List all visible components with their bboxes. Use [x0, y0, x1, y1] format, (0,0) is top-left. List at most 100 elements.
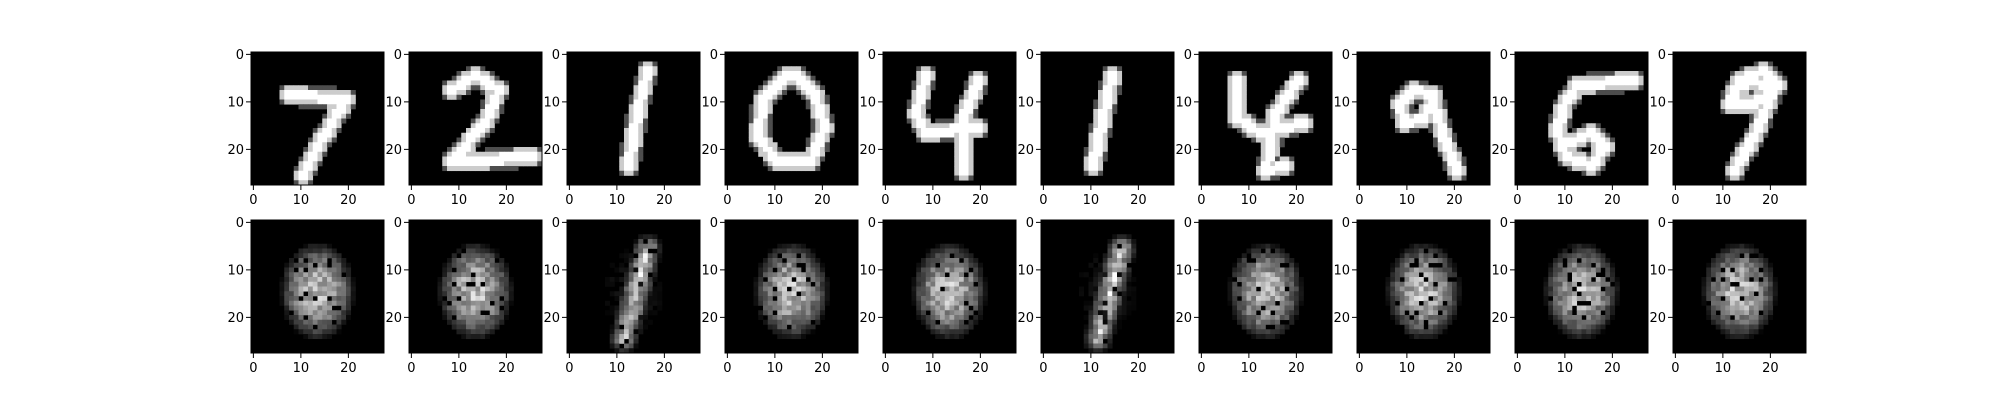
pixel-cell: [1591, 319, 1597, 325]
pixel-cell: [1600, 147, 1606, 153]
pixel-cell: [624, 296, 630, 302]
pixel-cell: [1437, 151, 1443, 157]
pixel-cell: [475, 281, 481, 287]
pixel-cell: [1763, 128, 1769, 134]
pixel-cell: [801, 286, 807, 292]
pixel-cell: [638, 99, 644, 105]
pixel-cell: [1437, 113, 1443, 119]
pixel-cell: [1734, 170, 1740, 176]
pixel-cell: [643, 253, 649, 259]
pixel-cell: [499, 80, 505, 86]
pixel-cell: [475, 310, 481, 316]
pixel-cell: [772, 80, 778, 86]
pixel-cell: [1557, 258, 1563, 264]
pixel-cell: [748, 118, 754, 124]
pixel-cell: [1442, 267, 1448, 273]
pixel-cell: [767, 75, 773, 81]
pixel-cell: [1725, 258, 1731, 264]
pixel-cell: [1447, 291, 1453, 297]
pixel-cell: [1098, 272, 1104, 278]
pixel-cell: [1543, 300, 1549, 306]
pixel-cell: [633, 85, 639, 91]
pixel-cell: [791, 262, 797, 268]
pixel-cell: [968, 132, 974, 138]
pixel-cell: [1294, 262, 1300, 268]
pixel-cell: [489, 118, 495, 124]
pixel-cell: [911, 128, 917, 134]
pixel-cell: [480, 315, 486, 321]
pixel-cell: [1711, 258, 1717, 264]
pixel-cell: [1447, 286, 1453, 292]
pixel-cell: [331, 281, 337, 287]
y-tick-label: 20: [1017, 143, 1034, 158]
pixel-cell: [1720, 248, 1726, 254]
pixel-cell: [624, 286, 630, 292]
pixel-cell: [1576, 142, 1582, 148]
pixel-cell: [1098, 94, 1104, 100]
pixel-cell: [763, 300, 769, 306]
pixel-cell: [619, 142, 625, 148]
pixel-cell: [1102, 253, 1108, 259]
pixel-cell: [824, 147, 830, 153]
pixel-cell: [777, 156, 783, 162]
pixel-cell: [763, 142, 769, 148]
pixel-cell: [935, 324, 941, 330]
pixel-cell: [782, 296, 788, 302]
pixel-cell: [1098, 334, 1104, 340]
x-tick-label: 0: [249, 193, 257, 208]
pixel-cell: [303, 170, 309, 176]
pixel-cell: [1548, 118, 1554, 124]
pixel-cell: [805, 262, 811, 268]
pixel-cell: [1107, 343, 1113, 349]
pixel-cell: [317, 147, 323, 153]
pixel-cell: [1237, 319, 1243, 325]
pixel-cell: [633, 137, 639, 143]
pixel-cell: [1576, 319, 1582, 325]
x-tick-label: 0: [1039, 193, 1047, 208]
pixel-cell: [298, 324, 304, 330]
pixel-cell: [1423, 296, 1429, 302]
pixel-cell: [1102, 315, 1108, 321]
pixel-cell: [633, 170, 639, 176]
pixel-cell: [346, 291, 352, 297]
pixel-cell: [470, 253, 476, 259]
pixel-cell: [963, 132, 969, 138]
pixel-cell: [1256, 319, 1262, 325]
pixel-cell: [1284, 310, 1290, 316]
x-tick-label: 10: [609, 193, 626, 208]
pixel-cell: [470, 319, 476, 325]
pixel-cell: [327, 319, 333, 325]
x-tick-label: 10: [1399, 361, 1416, 376]
pixel-cell: [1758, 85, 1764, 91]
pixel-cell: [1404, 315, 1410, 321]
pixel-cell: [1562, 315, 1568, 321]
pixel-cell: [1725, 329, 1731, 335]
pixel-cell: [968, 324, 974, 330]
pixel-cell: [824, 291, 830, 297]
pixel-cell: [1433, 334, 1439, 340]
pixel-cell: [1581, 123, 1587, 129]
pixel-cell: [1121, 258, 1127, 264]
pixel-cell: [1600, 151, 1606, 157]
pixel-cell: [494, 75, 500, 81]
y-tick-label: 0: [1500, 216, 1508, 231]
pixel-cell: [786, 161, 792, 167]
pixel-cell: [1385, 291, 1391, 297]
pixel-cell: [1749, 296, 1755, 302]
pixel-cell: [284, 315, 290, 321]
pixel-cell: [1308, 118, 1314, 124]
pixel-cell: [801, 258, 807, 264]
pixel-cell: [346, 262, 352, 268]
pixel-cell: [791, 310, 797, 316]
pixel-cell: [461, 71, 467, 77]
pixel-cell: [1112, 66, 1118, 72]
pixel-cell: [1385, 277, 1391, 283]
pixel-cell: [308, 286, 314, 292]
pixel-cell: [494, 118, 500, 124]
pixel-cell: [1749, 329, 1755, 335]
pixel-cell: [633, 296, 639, 302]
pixel-cell: [1117, 90, 1123, 96]
pixel-cell: [1256, 156, 1262, 162]
pixel-cell: [748, 142, 754, 148]
pixel-cell: [494, 315, 500, 321]
